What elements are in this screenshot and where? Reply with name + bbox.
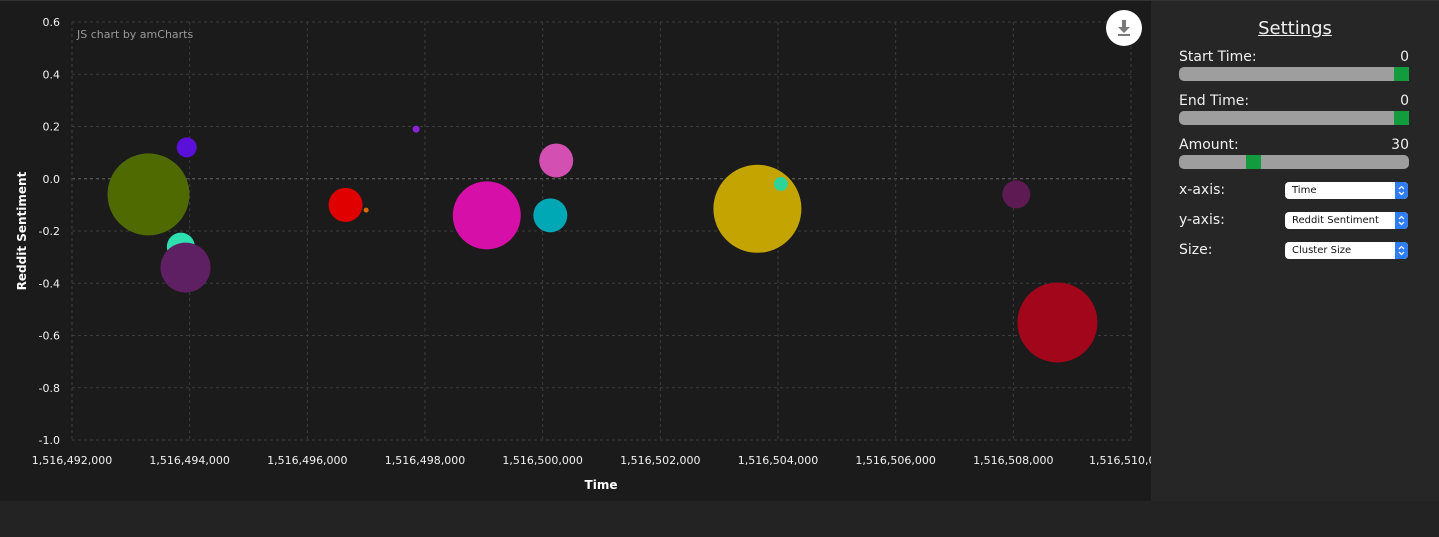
y-tick-label: -0.6 xyxy=(39,330,60,343)
amount-slider-thumb[interactable] xyxy=(1245,155,1261,169)
y-tick-label: 0.0 xyxy=(43,173,61,186)
end-time-label: End Time: xyxy=(1179,93,1250,109)
x-tick-label: 1,516,510,0 xyxy=(1089,454,1151,467)
amount-slider-row: Amount: 30 xyxy=(1179,137,1409,169)
chevron-up-down-icon xyxy=(1398,185,1405,196)
y-tick-label: 0.6 xyxy=(43,16,61,29)
end-time-slider-row: End Time: 0 xyxy=(1179,93,1409,125)
bubble-point[interactable] xyxy=(539,143,574,178)
grid-layer xyxy=(71,21,1132,441)
bottom-strip xyxy=(0,501,1439,537)
start-time-label: Start Time: xyxy=(1179,49,1257,65)
x-tick-label: 1,516,492,000 xyxy=(32,454,112,467)
start-time-slider-thumb[interactable] xyxy=(1394,67,1409,81)
x-axis-select[interactable]: Time xyxy=(1285,182,1408,199)
amount-slider[interactable] xyxy=(1179,155,1409,169)
bubble-point[interactable] xyxy=(773,176,788,191)
bubble-point[interactable] xyxy=(1017,282,1098,363)
tick-layer: 0.6 0.4 0.2 0.0 -0.2 -0.4 -0.6 -0.8 -1.0 1,516,49… xyxy=(32,16,1151,467)
end-time-slider[interactable] xyxy=(1179,111,1409,125)
y-axis-title: Reddit Sentiment xyxy=(15,171,29,290)
settings-title: Settings xyxy=(1258,18,1332,39)
bubble-point[interactable] xyxy=(160,242,211,293)
bubble-point[interactable] xyxy=(452,181,521,250)
amount-label: Amount: xyxy=(1179,137,1239,153)
x-axis-select-value: Time xyxy=(1292,185,1317,196)
start-time-slider[interactable] xyxy=(1179,67,1409,81)
x-tick-label: 1,516,498,000 xyxy=(385,454,465,467)
amount-value: 30 xyxy=(1391,137,1409,153)
x-axis-select-arrow[interactable] xyxy=(1395,182,1408,199)
size-label: Size: xyxy=(1179,242,1213,258)
start-time-slider-row: Start Time: 0 xyxy=(1179,49,1409,81)
y-tick-label: -0.4 xyxy=(39,277,60,290)
bubble-chart: 0.6 0.4 0.2 0.0 -0.2 -0.4 -0.6 -0.8 -1.0 1,516,49… xyxy=(15,16,1151,492)
y-axis-select[interactable]: Reddit Sentiment xyxy=(1285,212,1408,229)
y-axis-select-arrow[interactable] xyxy=(1395,212,1408,229)
bubble-point[interactable] xyxy=(176,137,197,158)
download-icon xyxy=(1118,20,1130,36)
x-tick-label: 1,516,508,000 xyxy=(973,454,1053,467)
download-button[interactable] xyxy=(1106,10,1142,46)
start-time-value: 0 xyxy=(1400,49,1409,65)
bubble-point[interactable] xyxy=(328,187,363,222)
chart-panel: 0.6 0.4 0.2 0.0 -0.2 -0.4 -0.6 -0.8 -1.0 1,516,49… xyxy=(0,0,1151,492)
x-axis-label: x-axis: xyxy=(1179,182,1226,198)
size-select[interactable]: Cluster Size xyxy=(1285,242,1408,259)
end-time-value: 0 xyxy=(1400,93,1409,109)
y-tick-label: 0.4 xyxy=(43,68,61,81)
x-tick-label: 1,516,504,000 xyxy=(738,454,818,467)
settings-panel: Settings Start Time: 0 End Time: 0 Amoun… xyxy=(1151,0,1439,501)
y-axis-label: y-axis: xyxy=(1179,212,1225,228)
x-tick-label: 1,516,506,000 xyxy=(855,454,935,467)
bubble-point[interactable] xyxy=(107,153,190,236)
bubble-layer xyxy=(107,125,1098,363)
x-tick-label: 1,516,502,000 xyxy=(620,454,700,467)
size-select-arrow[interactable] xyxy=(1395,242,1408,259)
x-axis-title: Time xyxy=(585,478,618,492)
bubble-point[interactable] xyxy=(533,198,568,233)
bubble-point[interactable] xyxy=(713,164,802,253)
chevron-up-down-icon xyxy=(1398,245,1405,256)
bubble-point[interactable] xyxy=(1002,180,1031,209)
bubble-point[interactable] xyxy=(363,207,369,213)
y-tick-label: -0.2 xyxy=(39,225,60,238)
y-tick-label: -0.8 xyxy=(39,382,60,395)
end-time-slider-thumb[interactable] xyxy=(1394,111,1409,125)
amcharts-credit[interactable]: JS chart by amCharts xyxy=(76,28,193,41)
x-tick-label: 1,516,494,000 xyxy=(149,454,229,467)
y-tick-label: -1.0 xyxy=(39,434,60,447)
x-axis-row: x-axis: Time xyxy=(1179,182,1409,200)
y-tick-label: 0.2 xyxy=(43,121,61,134)
chevron-up-down-icon xyxy=(1398,215,1405,226)
y-axis-select-value: Reddit Sentiment xyxy=(1292,215,1379,226)
y-axis-row: y-axis: Reddit Sentiment xyxy=(1179,212,1409,230)
size-row: Size: Cluster Size xyxy=(1179,242,1409,260)
x-tick-label: 1,516,500,000 xyxy=(502,454,582,467)
size-select-value: Cluster Size xyxy=(1292,245,1352,256)
bubble-point[interactable] xyxy=(412,125,420,133)
x-tick-label: 1,516,496,000 xyxy=(267,454,347,467)
